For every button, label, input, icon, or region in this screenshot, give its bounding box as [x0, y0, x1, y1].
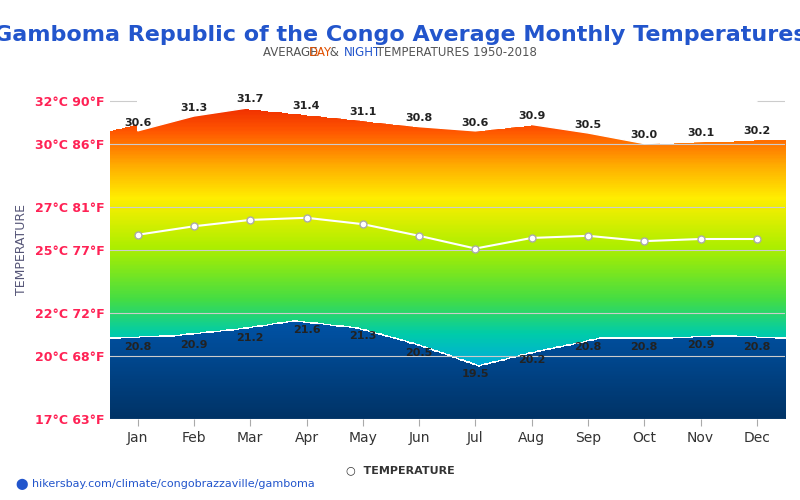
Text: 31.1: 31.1 [349, 107, 377, 117]
Text: 30.0: 30.0 [630, 130, 658, 140]
Text: TEMPERATURES 1950-2018: TEMPERATURES 1950-2018 [373, 46, 537, 59]
Text: DAY: DAY [309, 46, 332, 59]
Polygon shape [138, 80, 757, 144]
Text: Gamboma Republic of the Congo Average Monthly Temperatures: Gamboma Republic of the Congo Average Mo… [0, 25, 800, 45]
Text: 31.4: 31.4 [293, 100, 320, 110]
Y-axis label: TEMPERATURE: TEMPERATURE [15, 204, 28, 295]
Text: 20.8: 20.8 [743, 342, 770, 352]
Text: 20.8: 20.8 [574, 342, 602, 352]
Text: 20.8: 20.8 [124, 342, 151, 352]
Text: 31.3: 31.3 [180, 103, 208, 113]
Text: ⬤ hikersbay.com/climate/congobrazzaville/gamboma: ⬤ hikersbay.com/climate/congobrazzaville… [16, 479, 314, 490]
Text: 20.5: 20.5 [406, 348, 433, 358]
Text: 30.9: 30.9 [518, 112, 546, 122]
Text: NIGHT: NIGHT [344, 46, 381, 59]
Text: 21.3: 21.3 [349, 331, 377, 341]
Text: 31.7: 31.7 [237, 94, 264, 104]
Text: 20.8: 20.8 [630, 342, 658, 352]
Text: 19.5: 19.5 [462, 370, 489, 380]
Text: 21.6: 21.6 [293, 325, 320, 335]
Text: 30.6: 30.6 [462, 118, 489, 128]
Text: 30.2: 30.2 [743, 126, 770, 136]
Text: 20.9: 20.9 [687, 340, 714, 349]
Text: 20.9: 20.9 [180, 340, 208, 349]
Text: AVERAGE: AVERAGE [262, 46, 321, 59]
Text: 30.1: 30.1 [687, 128, 714, 138]
Text: ○  TEMPERATURE: ○ TEMPERATURE [346, 465, 454, 475]
Text: 30.6: 30.6 [124, 118, 151, 128]
Text: 30.8: 30.8 [406, 114, 433, 124]
Text: 20.2: 20.2 [518, 354, 546, 364]
Text: 21.2: 21.2 [237, 334, 264, 344]
Text: 30.5: 30.5 [574, 120, 602, 130]
Text: &: & [326, 46, 343, 59]
